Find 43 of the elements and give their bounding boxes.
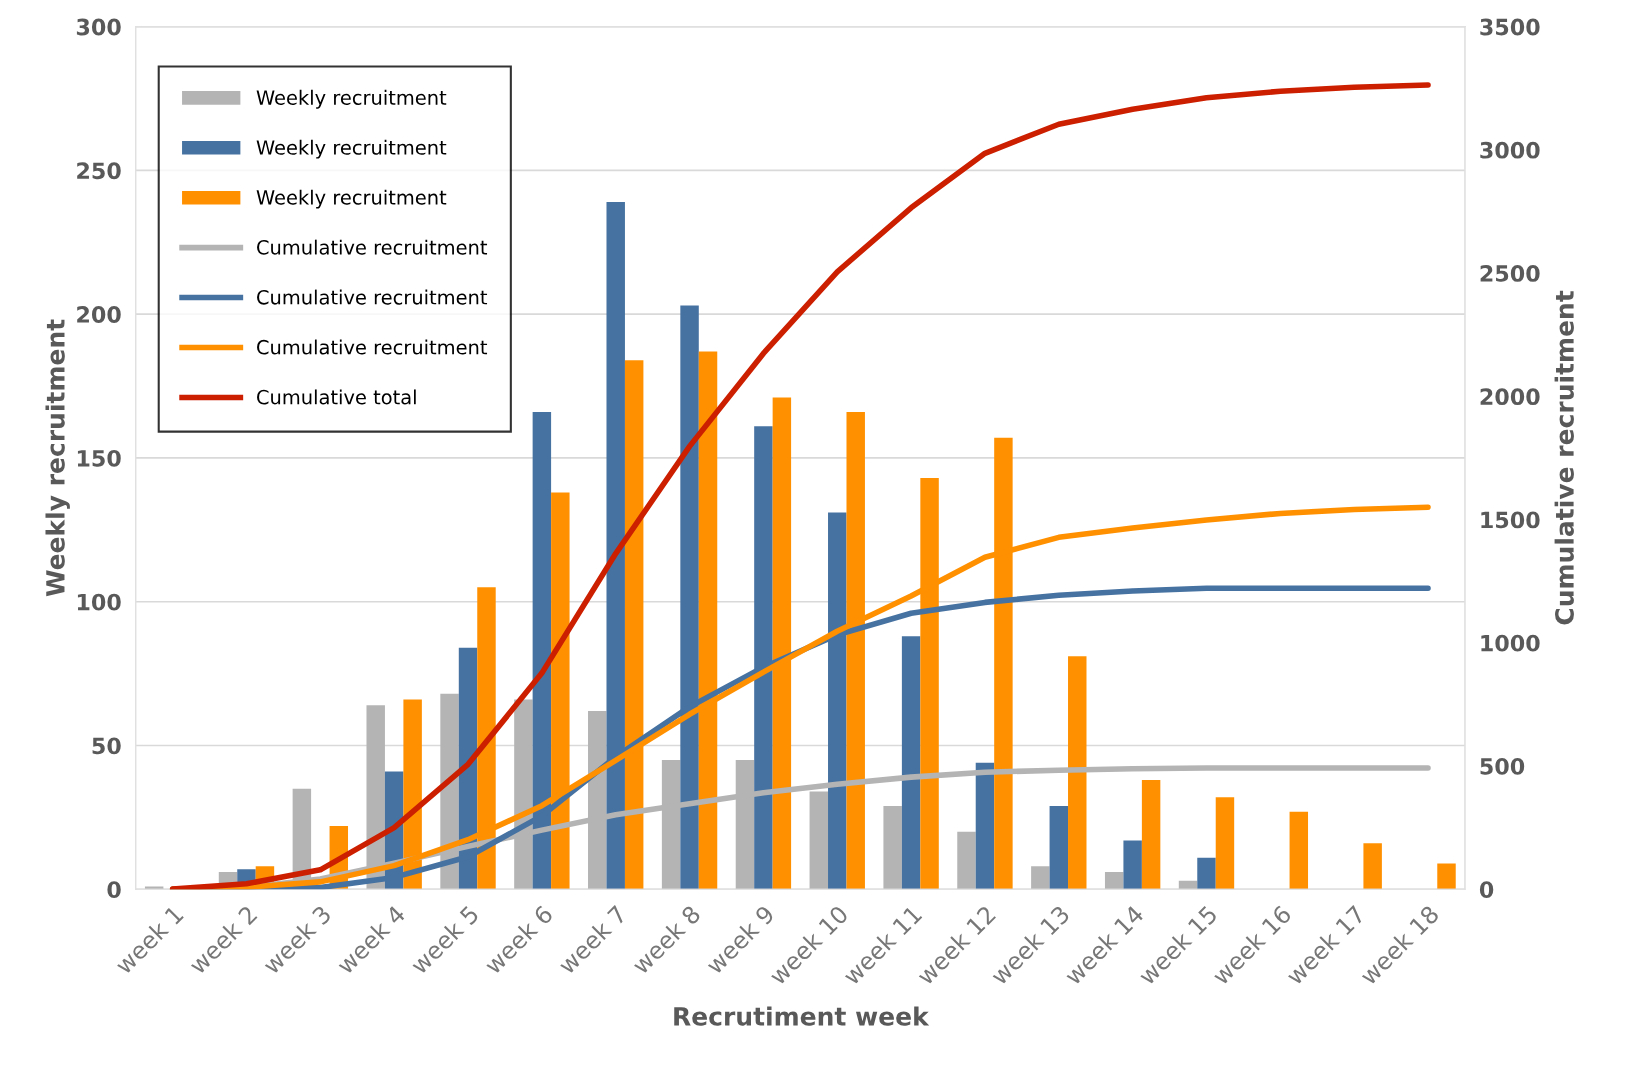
y-tick-label: 50 (92, 737, 121, 755)
bar (1104, 872, 1124, 890)
bar (809, 791, 829, 890)
y2-tick-label: 500 (1480, 757, 1525, 775)
bar (1049, 805, 1069, 890)
y-tick-label: 200 (77, 306, 121, 323)
y-axis-title: Weekly recruitment (45, 319, 70, 597)
bar (1363, 843, 1382, 890)
bar (1178, 880, 1198, 890)
y2-tick-label: 2500 (1480, 265, 1540, 282)
y2-tick-label: 3500 (1480, 18, 1540, 36)
y2-tick-label: 2000 (1480, 388, 1540, 406)
y-tick-label: 150 (77, 449, 121, 467)
y-tick-label: 250 (77, 162, 121, 180)
bar (1437, 863, 1456, 890)
y2-tick-label: 0 (1479, 881, 1494, 899)
bar (1197, 857, 1216, 890)
legend-label: Weekly recruitment (256, 89, 447, 109)
y-tick-label: 300 (76, 18, 121, 36)
bar (901, 636, 921, 890)
legend-label: Cumulative recruitment (257, 289, 488, 305)
y-tick-label: 100 (77, 593, 121, 611)
bar (1068, 656, 1087, 890)
bar (1123, 840, 1142, 890)
legend-label: Cumulative recruitment (257, 239, 488, 255)
bar (883, 805, 902, 890)
bar (957, 831, 976, 890)
legend-label: Weekly recruitment (256, 189, 447, 209)
y2-tick-label: 1500 (1481, 511, 1540, 529)
bar (1215, 797, 1235, 890)
x-axis-title: Recrutiment week (674, 1006, 930, 1026)
legend-label: Weekly recruitment (256, 139, 447, 159)
y2-tick-label: 3000 (1480, 141, 1540, 159)
bar (1141, 780, 1161, 890)
bar (1031, 866, 1050, 890)
y2-axis-title: Cumulative recruitment (1554, 290, 1574, 625)
bar (1289, 811, 1309, 890)
legend-label: Cumulative recruitment (257, 339, 488, 355)
bar (975, 762, 995, 890)
legend-label: Cumulative total (257, 389, 416, 405)
bar (144, 886, 164, 890)
y2-tick-label: 1000 (1481, 634, 1540, 652)
y-tick-label: 0 (107, 881, 121, 899)
